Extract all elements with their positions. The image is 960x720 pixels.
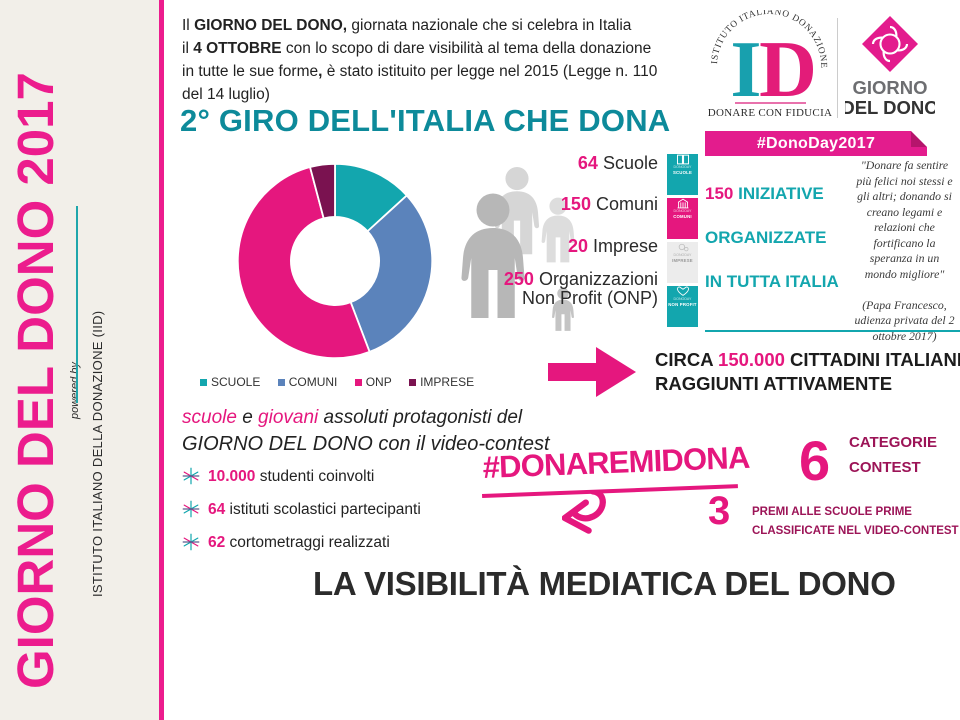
svg-text:DONARE CON FIDUCIA: DONARE CON FIDUCIA: [708, 107, 833, 119]
svg-text:D: D: [759, 26, 817, 114]
svg-text:GIORNO: GIORNO: [852, 77, 927, 98]
svg-text:DEL DONO: DEL DONO: [845, 97, 935, 118]
svg-text:I: I: [730, 26, 761, 114]
